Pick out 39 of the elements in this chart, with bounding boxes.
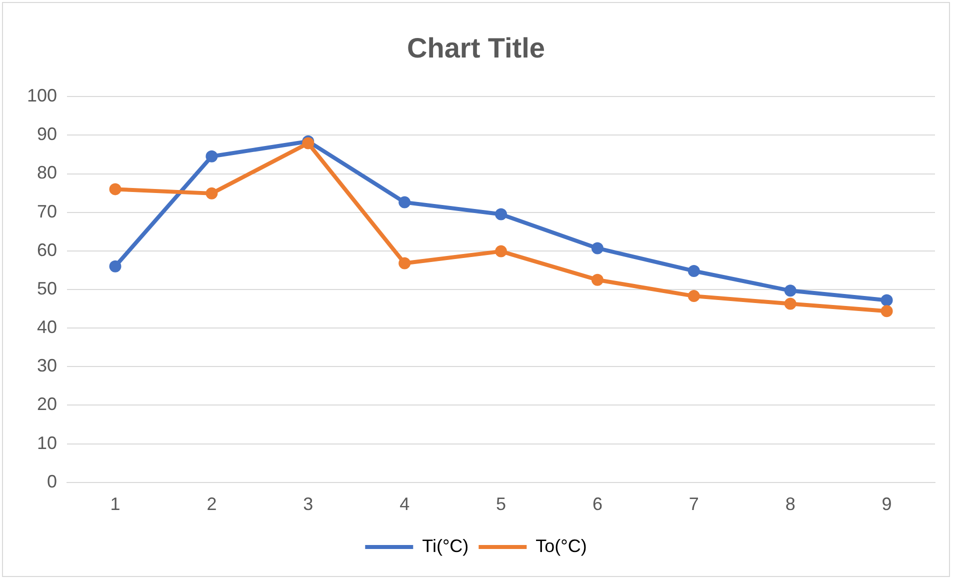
x-tick-label: 3 bbox=[303, 494, 314, 514]
point bbox=[495, 245, 508, 258]
chart-title: Chart Title bbox=[407, 32, 545, 64]
y-tick-label: 70 bbox=[37, 201, 58, 222]
point bbox=[206, 187, 218, 200]
y-tick-label: 30 bbox=[37, 356, 58, 376]
x-tick-label: 4 bbox=[400, 494, 410, 514]
point bbox=[591, 274, 604, 286]
point bbox=[109, 183, 122, 196]
point bbox=[688, 264, 700, 277]
x-tick-label: 2 bbox=[206, 494, 217, 514]
point bbox=[688, 290, 700, 302]
legend-label: Ti(°C) bbox=[422, 536, 469, 556]
legend-label: To(°C) bbox=[536, 536, 587, 556]
y-tick-label: 100 bbox=[26, 86, 58, 106]
point bbox=[109, 260, 122, 272]
x-tick-label: 8 bbox=[785, 494, 796, 514]
point bbox=[591, 242, 604, 254]
y-tick-label: 20 bbox=[37, 394, 58, 414]
y-tick-label: 50 bbox=[37, 278, 58, 298]
point bbox=[495, 208, 508, 220]
x-tick-label: 5 bbox=[496, 494, 506, 514]
y-tick-label: 80 bbox=[37, 162, 58, 183]
y-tick-label: 40 bbox=[37, 317, 58, 338]
x-tick-label: 6 bbox=[592, 494, 602, 514]
point bbox=[880, 305, 893, 318]
x-tick-label: 1 bbox=[110, 494, 120, 514]
point bbox=[784, 298, 796, 310]
point bbox=[206, 150, 218, 162]
x-tick-label: 7 bbox=[688, 494, 699, 514]
y-tick-label: 90 bbox=[37, 124, 58, 144]
point bbox=[398, 257, 411, 270]
y-tick-label: 60 bbox=[37, 240, 58, 260]
x-tick-label: 9 bbox=[882, 494, 892, 514]
point bbox=[880, 294, 893, 306]
point bbox=[784, 284, 796, 297]
y-tick-label: 10 bbox=[37, 432, 58, 453]
y-tick-label: 0 bbox=[47, 471, 58, 492]
point bbox=[398, 196, 411, 208]
